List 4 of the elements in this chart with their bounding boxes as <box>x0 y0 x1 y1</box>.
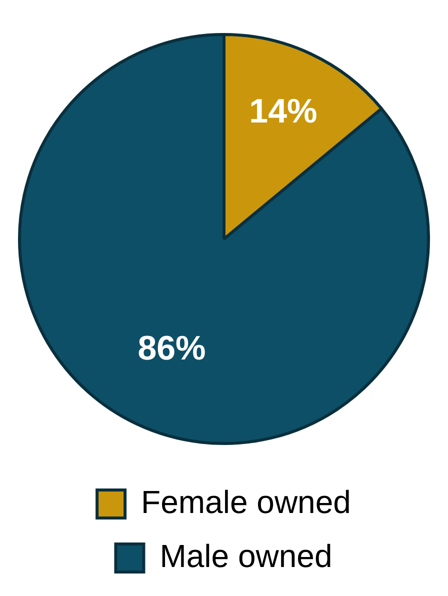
legend-label: Female owned <box>141 484 351 520</box>
legend-label: Male owned <box>160 538 332 574</box>
data-label: 86% <box>138 329 206 368</box>
data-label: 14% <box>249 92 318 131</box>
